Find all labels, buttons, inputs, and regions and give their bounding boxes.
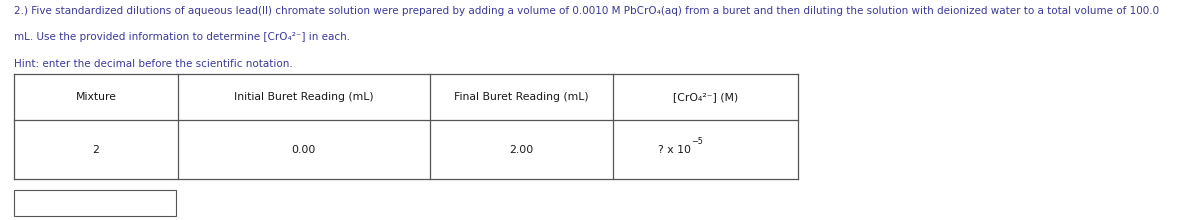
Bar xyxy=(14,190,176,216)
Text: 2.) Five standardized dilutions of aqueous lead(II) chromate solution were prepa: 2.) Five standardized dilutions of aqueo… xyxy=(14,6,1159,15)
Text: ? x 10: ? x 10 xyxy=(659,145,691,155)
Text: 2: 2 xyxy=(92,145,100,155)
Text: −5: −5 xyxy=(691,137,703,146)
Text: mL. Use the provided information to determine [CrO₄²⁻] in each.: mL. Use the provided information to dete… xyxy=(14,32,350,42)
Text: Mixture: Mixture xyxy=(76,92,116,102)
Text: Hint: enter the decimal before the scientific notation.: Hint: enter the decimal before the scien… xyxy=(14,59,293,69)
Text: Final Buret Reading (mL): Final Buret Reading (mL) xyxy=(454,92,589,102)
Text: Initial Buret Reading (mL): Initial Buret Reading (mL) xyxy=(234,92,373,102)
Text: 0.00: 0.00 xyxy=(292,145,316,155)
Text: [CrO₄²⁻] (M): [CrO₄²⁻] (M) xyxy=(673,92,738,102)
Text: 2.00: 2.00 xyxy=(509,145,534,155)
